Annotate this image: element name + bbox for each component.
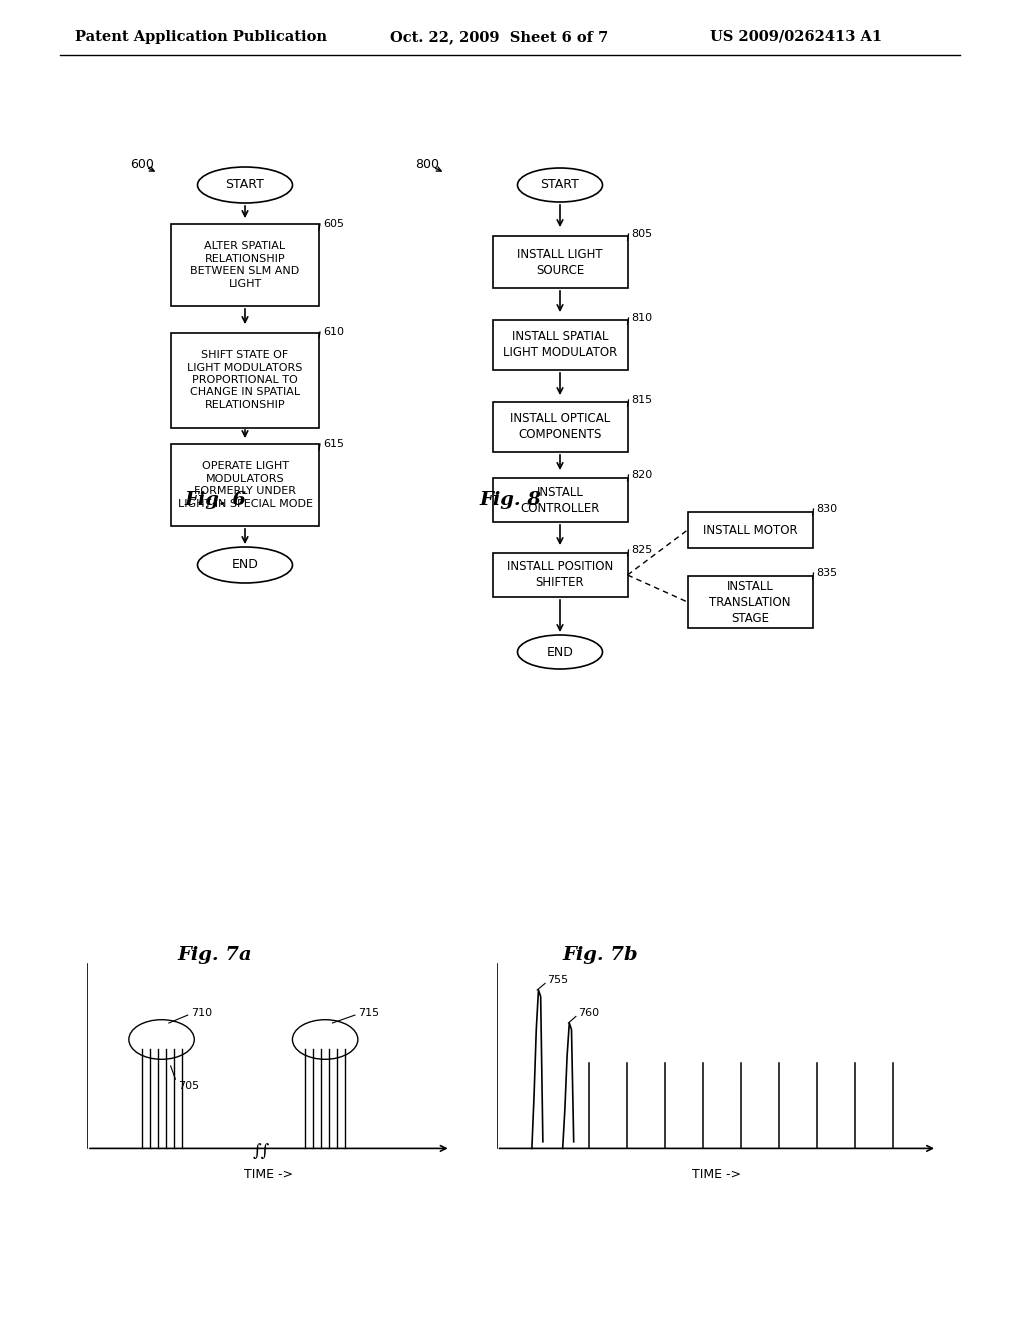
Text: 615: 615: [323, 440, 344, 449]
Text: END: END: [231, 558, 258, 572]
Text: 710: 710: [190, 1008, 212, 1018]
Text: OPERATE LIGHT
MODULATORS
FORMERLY UNDER
LIGHT IN SPECIAL MODE: OPERATE LIGHT MODULATORS FORMERLY UNDER …: [177, 462, 312, 508]
Text: 760: 760: [579, 1008, 599, 1018]
Text: START: START: [225, 178, 264, 191]
Text: 800: 800: [415, 158, 439, 172]
Text: 825: 825: [632, 545, 652, 554]
Text: INSTALL OPTICAL
COMPONENTS: INSTALL OPTICAL COMPONENTS: [510, 412, 610, 441]
Text: 755: 755: [547, 975, 568, 985]
Text: 835: 835: [816, 568, 838, 578]
Text: Fig. 7a: Fig. 7a: [178, 946, 252, 964]
Text: Fig. 6: Fig. 6: [184, 491, 246, 510]
Text: TIME ->: TIME ->: [245, 1168, 293, 1181]
Text: START: START: [541, 178, 580, 191]
Text: 820: 820: [632, 470, 652, 480]
Text: Patent Application Publication: Patent Application Publication: [75, 30, 327, 44]
Text: END: END: [547, 645, 573, 659]
Text: INSTALL SPATIAL
LIGHT MODULATOR: INSTALL SPATIAL LIGHT MODULATOR: [503, 330, 617, 359]
Text: 605: 605: [323, 219, 344, 228]
Text: INSTALL MOTOR: INSTALL MOTOR: [702, 524, 798, 536]
Text: 610: 610: [323, 327, 344, 337]
Text: 805: 805: [632, 228, 652, 239]
Text: INSTALL POSITION
SHIFTER: INSTALL POSITION SHIFTER: [507, 561, 613, 590]
Text: 715: 715: [357, 1008, 379, 1018]
Text: INSTALL LIGHT
SOURCE: INSTALL LIGHT SOURCE: [517, 248, 603, 276]
Text: Fig. 8: Fig. 8: [479, 491, 541, 510]
Text: 810: 810: [632, 313, 652, 323]
Text: 600: 600: [130, 158, 154, 172]
Text: US 2009/0262413 A1: US 2009/0262413 A1: [710, 30, 882, 44]
Text: Fig. 7b: Fig. 7b: [562, 946, 638, 964]
Text: INSTALL
TRANSLATION
STAGE: INSTALL TRANSLATION STAGE: [710, 579, 791, 624]
Text: ALTER SPATIAL
RELATIONSHIP
BETWEEN SLM AND
LIGHT: ALTER SPATIAL RELATIONSHIP BETWEEN SLM A…: [190, 242, 300, 289]
Text: INSTALL
CONTROLLER: INSTALL CONTROLLER: [520, 486, 600, 515]
Text: 815: 815: [632, 395, 652, 405]
Text: Oct. 22, 2009  Sheet 6 of 7: Oct. 22, 2009 Sheet 6 of 7: [390, 30, 608, 44]
Text: ∫∫: ∫∫: [253, 1143, 270, 1160]
Text: SHIFT STATE OF
LIGHT MODULATORS
PROPORTIONAL TO
CHANGE IN SPATIAL
RELATIONSHIP: SHIFT STATE OF LIGHT MODULATORS PROPORTI…: [187, 350, 303, 409]
Text: 830: 830: [816, 504, 838, 513]
Text: TIME ->: TIME ->: [692, 1168, 741, 1181]
Text: 705: 705: [178, 1081, 199, 1090]
